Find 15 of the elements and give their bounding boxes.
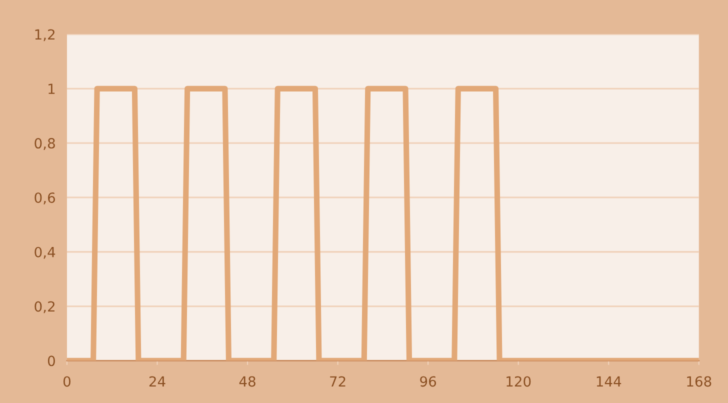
y-tick-label: 0 <box>48 356 55 366</box>
y-tick-label: 1 <box>48 84 55 94</box>
y-tick-label: 1,2 <box>35 29 54 42</box>
y-tick-label: 0,4 <box>34 246 56 259</box>
x-tick-label: 48 <box>239 376 256 387</box>
y-tick-label: 0,2 <box>34 301 54 314</box>
x-tick-label: 0 <box>63 376 70 387</box>
x-tick-label: 144 <box>596 376 622 387</box>
x-tick-label: 168 <box>687 376 712 387</box>
y-tick-label: 0,8 <box>34 138 55 150</box>
x-tick-label: 120 <box>506 376 531 387</box>
y-tick-label: 0,6 <box>34 192 55 204</box>
x-tick-label: 72 <box>330 376 346 387</box>
x-tick-label: 96 <box>420 376 436 387</box>
x-tick-label: 24 <box>149 376 166 387</box>
